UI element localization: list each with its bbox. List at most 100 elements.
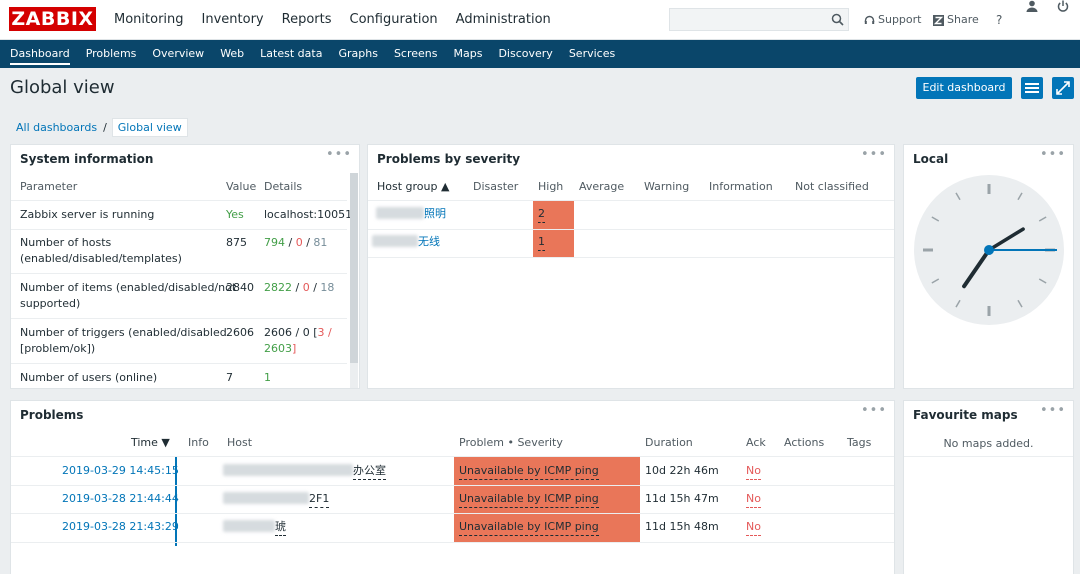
problem-duration: 11d 15h 47m: [645, 492, 719, 505]
sign-out-button[interactable]: [1057, 0, 1069, 12]
widget-menu-button[interactable]: •••: [1039, 403, 1066, 418]
user-icon: [1026, 0, 1038, 12]
scrollbar[interactable]: [350, 173, 358, 388]
param-details: 1: [264, 371, 271, 384]
high-count[interactable]: 1: [538, 234, 545, 251]
col-value: Value: [226, 180, 257, 193]
favourite-maps-widget: Favourite maps ••• No maps added.: [903, 400, 1074, 574]
col-parameter: Parameter: [20, 180, 78, 193]
param-label: Number of triggers (enabled/disabled [pro…: [20, 325, 227, 357]
host-group-link[interactable]: 无线: [418, 235, 440, 248]
timeline-dot: [175, 470, 178, 473]
severity-high-cell[interactable]: [533, 201, 574, 229]
subnav-screens[interactable]: Screens: [393, 47, 438, 60]
ack-link[interactable]: No: [746, 519, 761, 536]
help-label: ?: [996, 13, 1003, 27]
zabbix-logo[interactable]: ZABBIX: [9, 7, 96, 31]
col-high: High: [538, 180, 564, 193]
widget-menu-button[interactable]: •••: [325, 147, 352, 162]
subnav-dashboard[interactable]: Dashboard: [2, 40, 78, 68]
breadcrumb-current[interactable]: Global view: [111, 117, 188, 137]
clock-tick: [1017, 192, 1023, 201]
param-label: Zabbix server is running: [20, 208, 155, 221]
divider: [11, 485, 894, 486]
host-link[interactable]: 办公室: [353, 463, 386, 480]
widget-menu-button[interactable]: •••: [860, 403, 887, 418]
menu-reports[interactable]: Reports: [281, 12, 332, 27]
breadcrumb-all-dashboards[interactable]: All dashboards: [16, 120, 98, 134]
redacted-text: [223, 464, 353, 476]
param-label-line1: Number of hosts: [20, 236, 112, 249]
divider: [368, 200, 894, 201]
divider: [904, 456, 1073, 457]
problem-name-link[interactable]: Unavailable by ICMP ping: [459, 463, 599, 480]
host-link[interactable]: 琥: [275, 519, 286, 536]
support-label: Support: [878, 13, 922, 26]
menu-inventory[interactable]: Inventory: [201, 12, 264, 27]
param-label-line1: Number of triggers (enabled/disabled: [20, 326, 227, 339]
menu-configuration[interactable]: Configuration: [349, 12, 438, 27]
col-host-group[interactable]: Host group ▲: [377, 180, 450, 193]
clock-tick: [1017, 299, 1023, 308]
fullscreen-button[interactable]: [1052, 77, 1074, 99]
headset-icon: [864, 15, 875, 24]
share-link[interactable]: Share: [933, 0, 979, 40]
param-details: 2606 / 0 [3 / 2603]: [264, 325, 332, 357]
subnav-web[interactable]: Web: [220, 47, 245, 60]
search-input[interactable]: [669, 8, 849, 31]
search-icon[interactable]: [831, 13, 844, 26]
menu-administration[interactable]: Administration: [455, 12, 551, 27]
divider: [11, 200, 347, 201]
col-problem-severity: Problem • Severity: [459, 436, 563, 449]
edit-dashboard-button[interactable]: Edit dashboard: [916, 77, 1012, 99]
sep: /: [324, 326, 332, 339]
subnav-latest-data[interactable]: Latest data: [260, 47, 323, 60]
widget-menu-button[interactable]: •••: [1039, 147, 1066, 162]
top-bar: ZABBIX Monitoring Inventory Reports Conf…: [0, 0, 1080, 40]
param-label: Number of hosts (enabled/disabled/templat…: [20, 235, 182, 267]
subnav-services[interactable]: Services: [568, 47, 616, 60]
problem-count: 3: [317, 326, 325, 339]
problems-widget: Problems ••• Time ▼ Info Host Problem • …: [10, 400, 895, 574]
menu-monitoring[interactable]: Monitoring: [114, 12, 184, 27]
host-link[interactable]: 2F1: [309, 491, 330, 508]
clock-tick: [955, 192, 961, 201]
subnav-maps[interactable]: Maps: [453, 47, 483, 60]
problem-name-link[interactable]: Unavailable by ICMP ping: [459, 491, 599, 508]
host-group-link[interactable]: 照明: [424, 207, 446, 220]
scrollbar-thumb[interactable]: [350, 173, 358, 363]
problem-time-link[interactable]: 2019-03-29 14:45:15: [62, 464, 179, 477]
param-value: 2840: [226, 281, 254, 294]
main-menu: Monitoring Inventory Reports Configurati…: [105, 0, 560, 40]
col-ack: Ack: [746, 436, 766, 449]
col-disaster: Disaster: [473, 180, 519, 193]
unsupported-count: 18: [320, 281, 335, 294]
col-time[interactable]: Time ▼: [131, 436, 170, 449]
severity-high-cell[interactable]: [533, 230, 574, 257]
param-details: localhost:10051: [264, 208, 353, 221]
ok-count: 2603: [264, 342, 292, 355]
clock-minute-hand: [987, 227, 1025, 252]
widget-title: Local: [913, 152, 949, 166]
param-label-line2: supported): [20, 297, 81, 310]
profile-button[interactable]: [1026, 0, 1038, 12]
enabled-count: 2822: [264, 281, 292, 294]
subnav-graphs[interactable]: Graphs: [338, 47, 378, 60]
problem-name-link[interactable]: Unavailable by ICMP ping: [459, 519, 599, 536]
subnav-problems[interactable]: Problems: [85, 47, 137, 60]
severity-high-cell: [454, 457, 640, 485]
dashboard-menu-button[interactable]: [1021, 77, 1043, 99]
ack-link[interactable]: No: [746, 463, 761, 480]
support-link[interactable]: Support: [864, 0, 921, 40]
col-average: Average: [579, 180, 625, 193]
problem-time-link[interactable]: 2019-03-28 21:43:29: [62, 520, 179, 533]
problem-time-link[interactable]: 2019-03-28 21:44:44: [62, 492, 179, 505]
widget-menu-button[interactable]: •••: [860, 147, 887, 162]
help-button[interactable]: ?: [996, 0, 1002, 40]
col-details: Details: [264, 180, 303, 193]
subnav-overview[interactable]: Overview: [152, 47, 205, 60]
divider: [368, 257, 894, 258]
high-count[interactable]: 2: [538, 206, 545, 223]
subnav-discovery[interactable]: Discovery: [498, 47, 553, 60]
ack-link[interactable]: No: [746, 491, 761, 508]
